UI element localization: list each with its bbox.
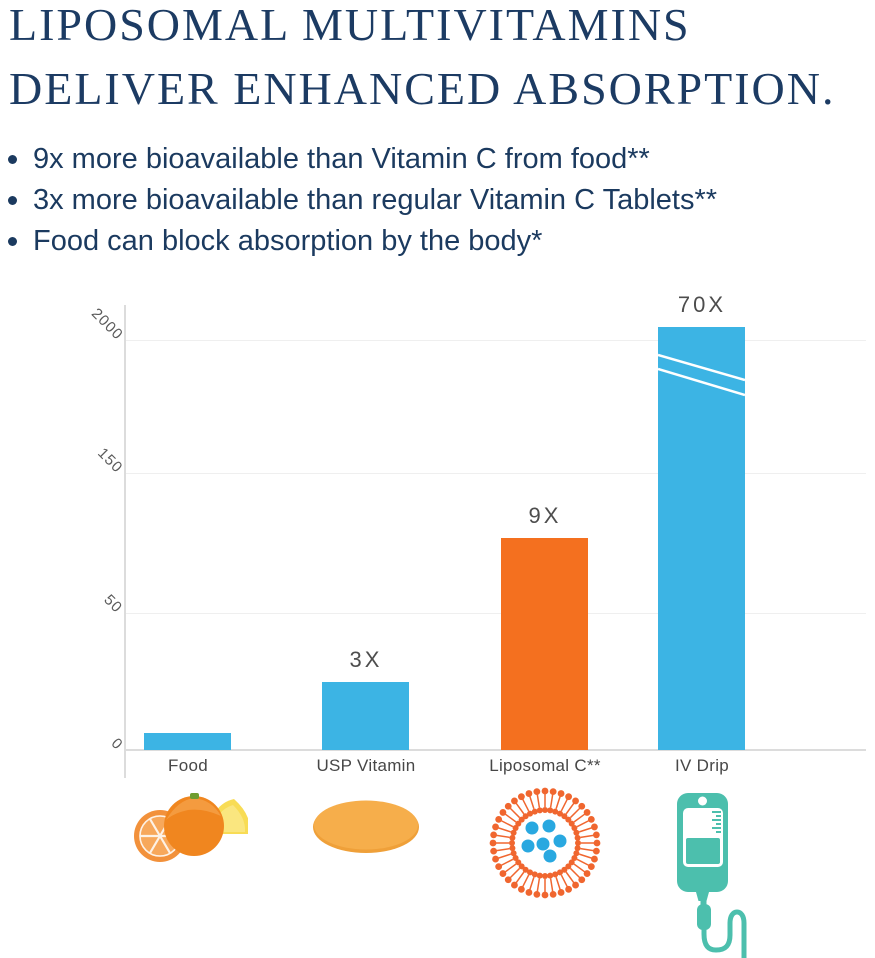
axis-break-marks — [658, 353, 745, 397]
bullet-text: 3x more bioavailable than regular Vitami… — [33, 184, 718, 216]
bar-value-label-iv-drip: 70X — [677, 292, 727, 317]
category-label-liposomal-c: Liposomal C** — [489, 756, 601, 775]
category-label-usp-vitamin: USP Vitamin — [316, 756, 416, 775]
y-tick-label-50: 50 — [100, 591, 127, 617]
x-axis-line — [124, 749, 866, 751]
bar-liposomal-c — [501, 538, 588, 750]
bullet-text: Food can block absorption by the body* — [33, 225, 543, 257]
vitamin-dot — [553, 834, 567, 848]
bullet-item-1: 9x more bioavailable than Vitamin C from… — [6, 139, 717, 180]
bullet-text: 9x more bioavailable than Vitamin C from… — [33, 143, 650, 175]
vitamin-dot — [521, 839, 535, 853]
vitamin-dot — [525, 821, 539, 835]
bar-value-label-usp-vitamin: 3X — [349, 647, 383, 672]
bullet-list: 9x more bioavailable than Vitamin C from… — [6, 139, 717, 262]
y-tick-label-150: 150 — [94, 444, 127, 477]
bullet-dot — [8, 196, 17, 205]
bullet-item-3: Food can block absorption by the body* — [6, 221, 717, 262]
iv-bag-icon — [677, 793, 747, 958]
bullet-dot — [8, 155, 17, 164]
bar-value-label-liposomal-c: 9X — [528, 503, 562, 528]
page-title: LIPOSOMAL MULTIVITAMINS DELIVER ENHANCED… — [9, 0, 836, 121]
page-title-line1: LIPOSOMAL MULTIVITAMINS — [9, 0, 691, 50]
y-tick-label-2000: 2000 — [87, 305, 127, 344]
bar-usp-vitamin — [322, 682, 409, 750]
gridline-2000 — [124, 340, 866, 342]
food-icon — [134, 793, 248, 862]
tablet-icon — [313, 800, 419, 853]
page-title-line2: DELIVER ENHANCED ABSORPTION. — [9, 63, 836, 114]
gridline-150 — [124, 472, 866, 474]
y-axis-line — [124, 305, 126, 778]
category-label-iv-drip: IV Drip — [674, 756, 730, 775]
vitamin-dot — [542, 819, 556, 833]
bar-food — [144, 733, 231, 750]
liposome-icon — [489, 787, 601, 899]
category-label-food: Food — [168, 756, 208, 775]
bullet-item-2: 3x more bioavailable than regular Vitami… — [6, 180, 717, 221]
bar-iv-drip — [658, 327, 745, 750]
vitamin-dot — [536, 837, 550, 851]
vitamin-dot — [543, 849, 557, 863]
gridline-50 — [124, 612, 866, 614]
bullet-dot — [8, 237, 17, 246]
